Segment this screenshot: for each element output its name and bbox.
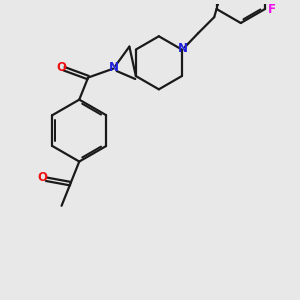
Text: F: F xyxy=(268,2,275,16)
Text: N: N xyxy=(178,42,188,56)
Text: O: O xyxy=(56,61,66,74)
Text: O: O xyxy=(38,171,48,184)
Text: N: N xyxy=(109,61,119,74)
